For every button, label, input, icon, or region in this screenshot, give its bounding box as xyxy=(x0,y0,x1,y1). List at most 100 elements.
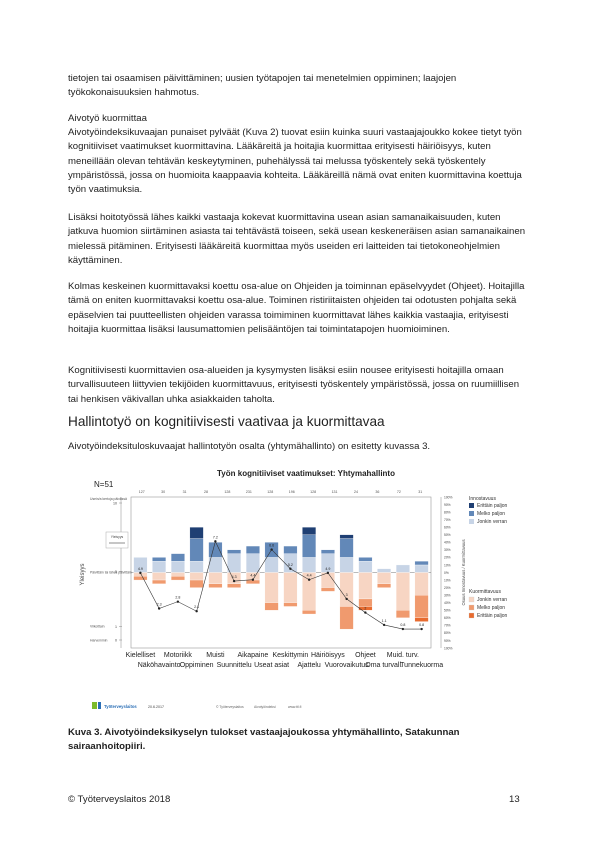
bar-innostavuus-somewhat xyxy=(377,568,392,573)
bar-kuormittavuus-quite xyxy=(358,598,373,607)
yleisyys-box-label: Yleisyys xyxy=(111,535,124,539)
bar-innostavuus-somewhat xyxy=(339,557,354,573)
footer-copyright: © Työterveyslaitos 2018 xyxy=(68,794,171,805)
frequency-point xyxy=(326,571,330,575)
top-count-label: 36 xyxy=(375,490,379,494)
brand-logo-icon xyxy=(92,702,97,709)
legend-title-kuormittavuus: Kuormittavuus xyxy=(469,589,501,595)
percent-tick-label: 40% xyxy=(444,601,451,605)
legend-label: Melko paljon xyxy=(477,511,505,517)
bar-innostavuus-quite xyxy=(208,542,223,558)
bar-innostavuus-very xyxy=(302,527,317,535)
top-count-label: 31 xyxy=(418,490,422,494)
bar-kuormittavuus-somewhat xyxy=(208,572,223,584)
bar-kuormittavuus-quite xyxy=(227,583,242,588)
chart-footer-site: Aivotyöindeksi xyxy=(254,705,276,709)
yleisyys-box xyxy=(105,531,129,549)
bar-innostavuus-quite xyxy=(358,557,373,562)
bar-kuormittavuus-somewhat xyxy=(264,572,279,603)
frequency-point-label: 4.4 xyxy=(250,574,255,578)
frequency-point xyxy=(401,627,405,631)
frequency-point-label: 2.8 xyxy=(175,596,180,600)
bar-innostavuus-somewhat xyxy=(302,557,317,573)
chart-plot-area: 127 30 31 28 128 231 128 196 128 131 24 36 72 3110510… xyxy=(80,490,508,709)
chart-footer-copyright: © Työterveyslaitos xyxy=(216,705,244,709)
paragraph-3: Kolmas keskeinen kuormittavaksi koettu o… xyxy=(68,281,525,335)
frequency-point-label: 7.2 xyxy=(213,535,218,539)
legend-label: Erittäin paljon xyxy=(477,503,508,509)
chart-n-label: N=51 xyxy=(94,480,114,489)
top-count-label: 128 xyxy=(224,490,230,494)
top-count-label: 31 xyxy=(183,490,187,494)
percent-tick-label: 50% xyxy=(444,609,451,613)
x-tick-label: Tunnekuorma xyxy=(400,662,443,669)
bar-innostavuus-quite xyxy=(339,538,354,558)
bar-kuormittavuus-quite xyxy=(152,579,167,584)
bar-innostavuus-quite xyxy=(245,545,260,554)
paragraph-5: Aivotyöindeksituloskuvaajat hallintotyön… xyxy=(68,441,431,452)
bar-kuormittavuus-quite xyxy=(133,576,148,581)
bar-innostavuus-very xyxy=(189,527,204,539)
frequency-point-label: 2.3 xyxy=(157,602,162,606)
frequency-point xyxy=(139,571,142,575)
x-tick-label: Motoriikk xyxy=(164,652,193,659)
percent-tick-label: 10% xyxy=(444,578,451,582)
bar-kuormittavuus-somewhat xyxy=(152,572,167,581)
bar-kuormittavuus-quite xyxy=(320,587,335,592)
bar-kuormittavuus-somewhat xyxy=(189,572,204,581)
bar-innostavuus-somewhat xyxy=(414,564,429,573)
percent-tick-label: 80% xyxy=(444,510,451,514)
frequency-point xyxy=(270,548,273,551)
paragraph-4: Kognitiivisesti kuormittavien osa-alueid… xyxy=(68,365,520,405)
legend-swatch xyxy=(469,511,474,516)
figure-chart: Työn kognitiiviset vaatimukset: Yhtymaha… xyxy=(76,460,536,720)
bar-innostavuus-somewhat xyxy=(170,561,185,573)
x-tick-label: Suunnittelu xyxy=(217,662,252,669)
frequency-point xyxy=(345,597,348,601)
paragraph-1: Aivotyöindeksikuvaajan punaiset pylväät … xyxy=(68,127,522,196)
x-tick-label: Vuorovaikutus xyxy=(325,662,370,669)
percent-tick-label: 70% xyxy=(444,518,451,522)
percent-tick-label: 30% xyxy=(444,593,451,597)
bar-kuormittavuus-somewhat xyxy=(395,572,410,611)
legend-swatch xyxy=(468,612,475,619)
legend-label: Jonkin verran xyxy=(477,597,507,603)
x-tick-label: Muid. turv. xyxy=(387,652,419,659)
bar-kuormittavuus-quite xyxy=(283,602,298,607)
bar-kuormittavuus-somewhat xyxy=(339,572,354,607)
legend-swatch xyxy=(468,604,475,611)
figure-caption: Kuva 3. Aivotyöindeksikyselyn tulokset v… xyxy=(68,727,460,752)
section-title-aivotyo: Aivotyö kuormittaa xyxy=(68,113,147,124)
legend-label: Melko paljon xyxy=(477,605,505,611)
x-tick-label: Näköhavainto xyxy=(138,662,181,669)
chart-footer-date: 20.6.2017 xyxy=(148,705,164,709)
top-count-label: 24 xyxy=(354,490,358,494)
frequency-point-label: 1.1 xyxy=(382,619,387,623)
frequency-point-label: 2.1 xyxy=(194,605,199,609)
percent-tick-label: 60% xyxy=(444,526,451,530)
frequency-point xyxy=(420,627,423,631)
x-tick-label: Ajattelu xyxy=(297,662,320,669)
frequency-point xyxy=(157,607,161,610)
bar-kuormittavuus-somewhat xyxy=(414,572,429,596)
freq-text-low: Viikoittain xyxy=(90,624,105,628)
percent-tick-label: 30% xyxy=(444,548,451,552)
frequency-point-label: 6.6 xyxy=(269,544,274,548)
frequency-point xyxy=(176,600,180,603)
frequency-point-label: 5.2 xyxy=(288,563,293,567)
chart-footer-brand: Työterveyslaitos xyxy=(104,704,137,709)
bar-innostavuus-quite xyxy=(283,545,298,554)
bar-kuormittavuus-very xyxy=(414,617,429,622)
percent-tick-label: 10% xyxy=(444,563,451,567)
top-count-label: 196 xyxy=(289,490,295,494)
frequency-point xyxy=(214,540,217,543)
bar-kuormittavuus-quite xyxy=(339,606,354,630)
percent-tick-label: 90% xyxy=(444,639,451,643)
top-count-label: 231 xyxy=(246,490,252,494)
top-count-label: 28 xyxy=(204,490,208,494)
chart-title: Työn kognitiiviset vaatimukset: Yhtymaha… xyxy=(217,469,395,478)
legend-swatch xyxy=(469,519,474,524)
bar-innostavuus-somewhat xyxy=(264,557,279,573)
top-count-label: 128 xyxy=(310,490,316,494)
